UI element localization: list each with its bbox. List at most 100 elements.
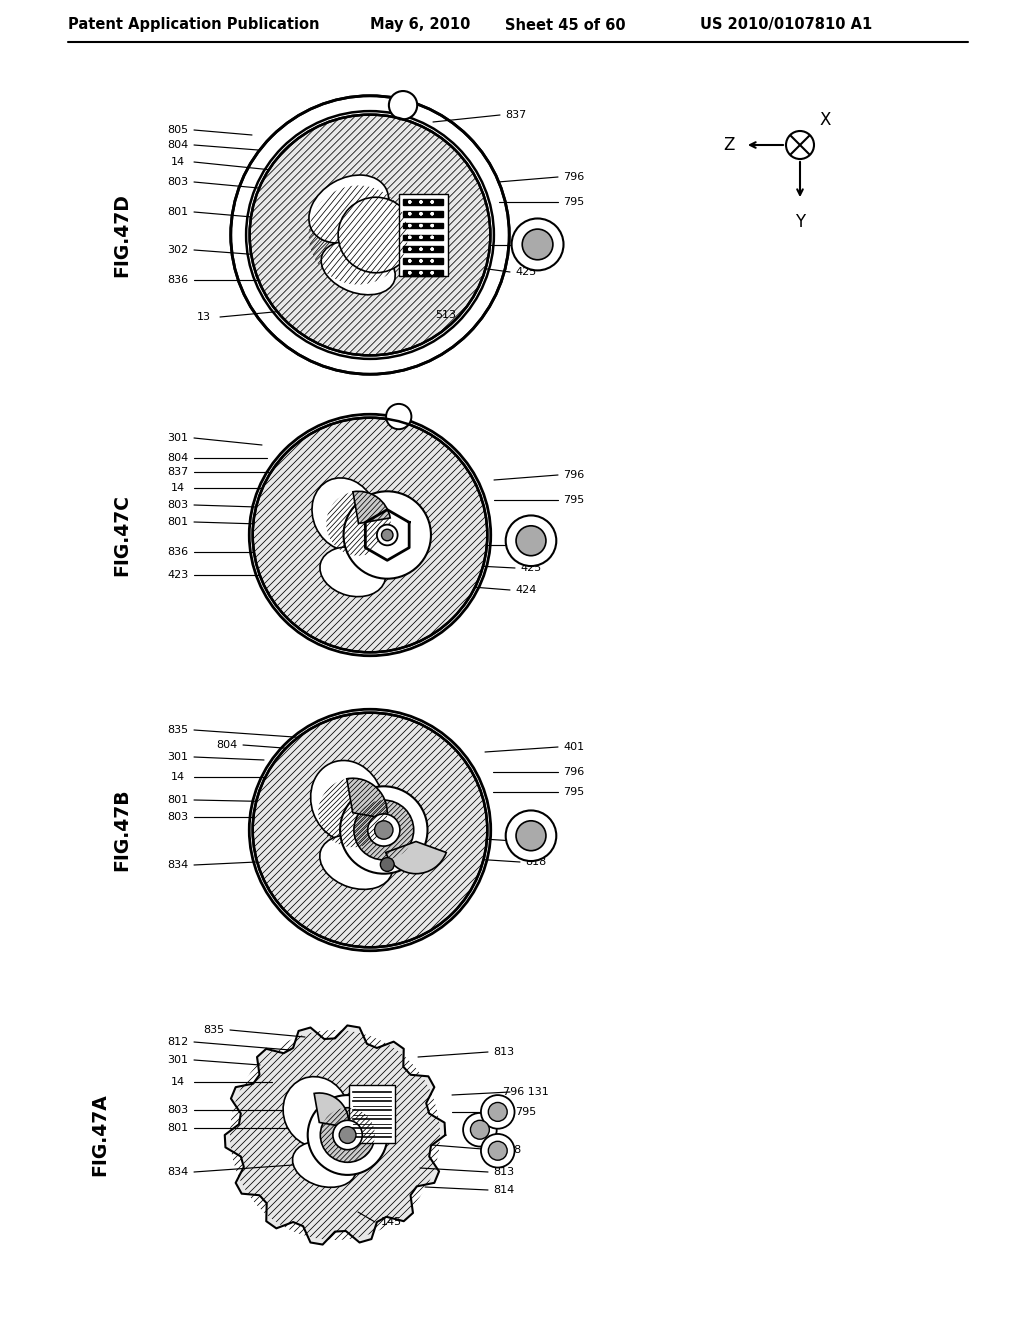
Circle shape (431, 236, 433, 239)
Circle shape (516, 821, 546, 850)
Circle shape (389, 91, 417, 119)
Text: Sheet 45 of 60: Sheet 45 of 60 (505, 17, 626, 33)
FancyBboxPatch shape (403, 211, 443, 216)
Text: Y: Y (795, 213, 805, 231)
Circle shape (333, 1121, 362, 1150)
Circle shape (409, 260, 411, 261)
Circle shape (431, 224, 433, 227)
Circle shape (431, 224, 433, 227)
Text: 795: 795 (563, 495, 585, 506)
Circle shape (409, 213, 411, 215)
Text: 814: 814 (494, 1185, 515, 1195)
Circle shape (420, 272, 422, 273)
Circle shape (409, 248, 411, 249)
Text: 803: 803 (168, 500, 188, 510)
Text: 796: 796 (563, 767, 585, 777)
Circle shape (431, 260, 433, 261)
Text: FIG.47D: FIG.47D (113, 193, 131, 277)
Circle shape (409, 272, 411, 273)
Ellipse shape (283, 1077, 349, 1147)
Ellipse shape (312, 478, 378, 550)
Circle shape (431, 213, 433, 215)
Text: US 2010/0107810 A1: US 2010/0107810 A1 (700, 17, 872, 33)
Circle shape (431, 236, 433, 239)
Circle shape (431, 248, 433, 249)
Text: 513: 513 (435, 310, 457, 319)
Circle shape (420, 224, 422, 227)
Text: 836: 836 (168, 275, 188, 285)
Ellipse shape (322, 242, 395, 294)
Circle shape (420, 272, 422, 273)
Circle shape (420, 236, 422, 239)
Circle shape (409, 272, 411, 273)
Circle shape (431, 260, 433, 261)
Circle shape (420, 213, 422, 215)
Text: 401: 401 (563, 742, 585, 752)
Text: 813: 813 (494, 1047, 515, 1057)
Text: 818: 818 (501, 1144, 521, 1155)
Circle shape (488, 1102, 507, 1122)
FancyBboxPatch shape (403, 259, 443, 264)
Circle shape (420, 248, 422, 249)
FancyBboxPatch shape (348, 1085, 395, 1143)
Circle shape (409, 260, 411, 261)
Circle shape (375, 821, 393, 840)
Wedge shape (314, 1093, 348, 1127)
Circle shape (420, 236, 422, 239)
Circle shape (431, 260, 433, 261)
Circle shape (420, 248, 422, 249)
Circle shape (420, 201, 422, 203)
Circle shape (420, 260, 422, 261)
Circle shape (409, 236, 411, 239)
Circle shape (409, 201, 411, 203)
Circle shape (431, 236, 433, 239)
Wedge shape (386, 842, 446, 874)
Circle shape (338, 197, 414, 273)
Circle shape (420, 260, 422, 261)
Circle shape (409, 248, 411, 249)
Circle shape (343, 491, 431, 578)
Circle shape (420, 248, 422, 249)
Circle shape (409, 236, 411, 239)
Polygon shape (224, 1026, 445, 1245)
FancyBboxPatch shape (403, 247, 443, 252)
Circle shape (488, 1142, 507, 1160)
Circle shape (420, 260, 422, 261)
Circle shape (512, 219, 563, 271)
Text: 302: 302 (168, 246, 188, 255)
Circle shape (409, 272, 411, 273)
Text: FIG.47A: FIG.47A (90, 1094, 110, 1176)
Text: 424: 424 (515, 585, 537, 595)
Circle shape (420, 224, 422, 227)
Circle shape (246, 111, 494, 359)
Text: 425: 425 (515, 267, 537, 277)
Text: 301: 301 (168, 433, 188, 444)
Circle shape (250, 115, 490, 355)
Circle shape (409, 213, 411, 215)
Circle shape (431, 213, 433, 215)
Circle shape (409, 224, 411, 227)
Circle shape (368, 814, 400, 846)
Wedge shape (353, 491, 390, 524)
Wedge shape (347, 779, 387, 818)
Text: 837: 837 (167, 467, 188, 477)
Circle shape (249, 709, 490, 950)
Circle shape (409, 201, 411, 203)
Circle shape (522, 230, 553, 260)
Circle shape (431, 260, 433, 261)
Circle shape (307, 1096, 387, 1175)
Circle shape (463, 1113, 497, 1147)
Circle shape (380, 858, 394, 871)
Text: 804: 804 (216, 741, 238, 750)
Text: 835: 835 (204, 1026, 224, 1035)
Circle shape (431, 201, 433, 203)
Circle shape (230, 96, 509, 375)
Text: 801: 801 (168, 517, 188, 527)
Circle shape (420, 224, 422, 227)
Circle shape (470, 1121, 489, 1139)
Text: 801: 801 (168, 1123, 188, 1133)
FancyBboxPatch shape (403, 271, 443, 276)
Text: FIG.47B: FIG.47B (113, 788, 131, 871)
Circle shape (431, 201, 433, 203)
Circle shape (481, 1096, 514, 1129)
